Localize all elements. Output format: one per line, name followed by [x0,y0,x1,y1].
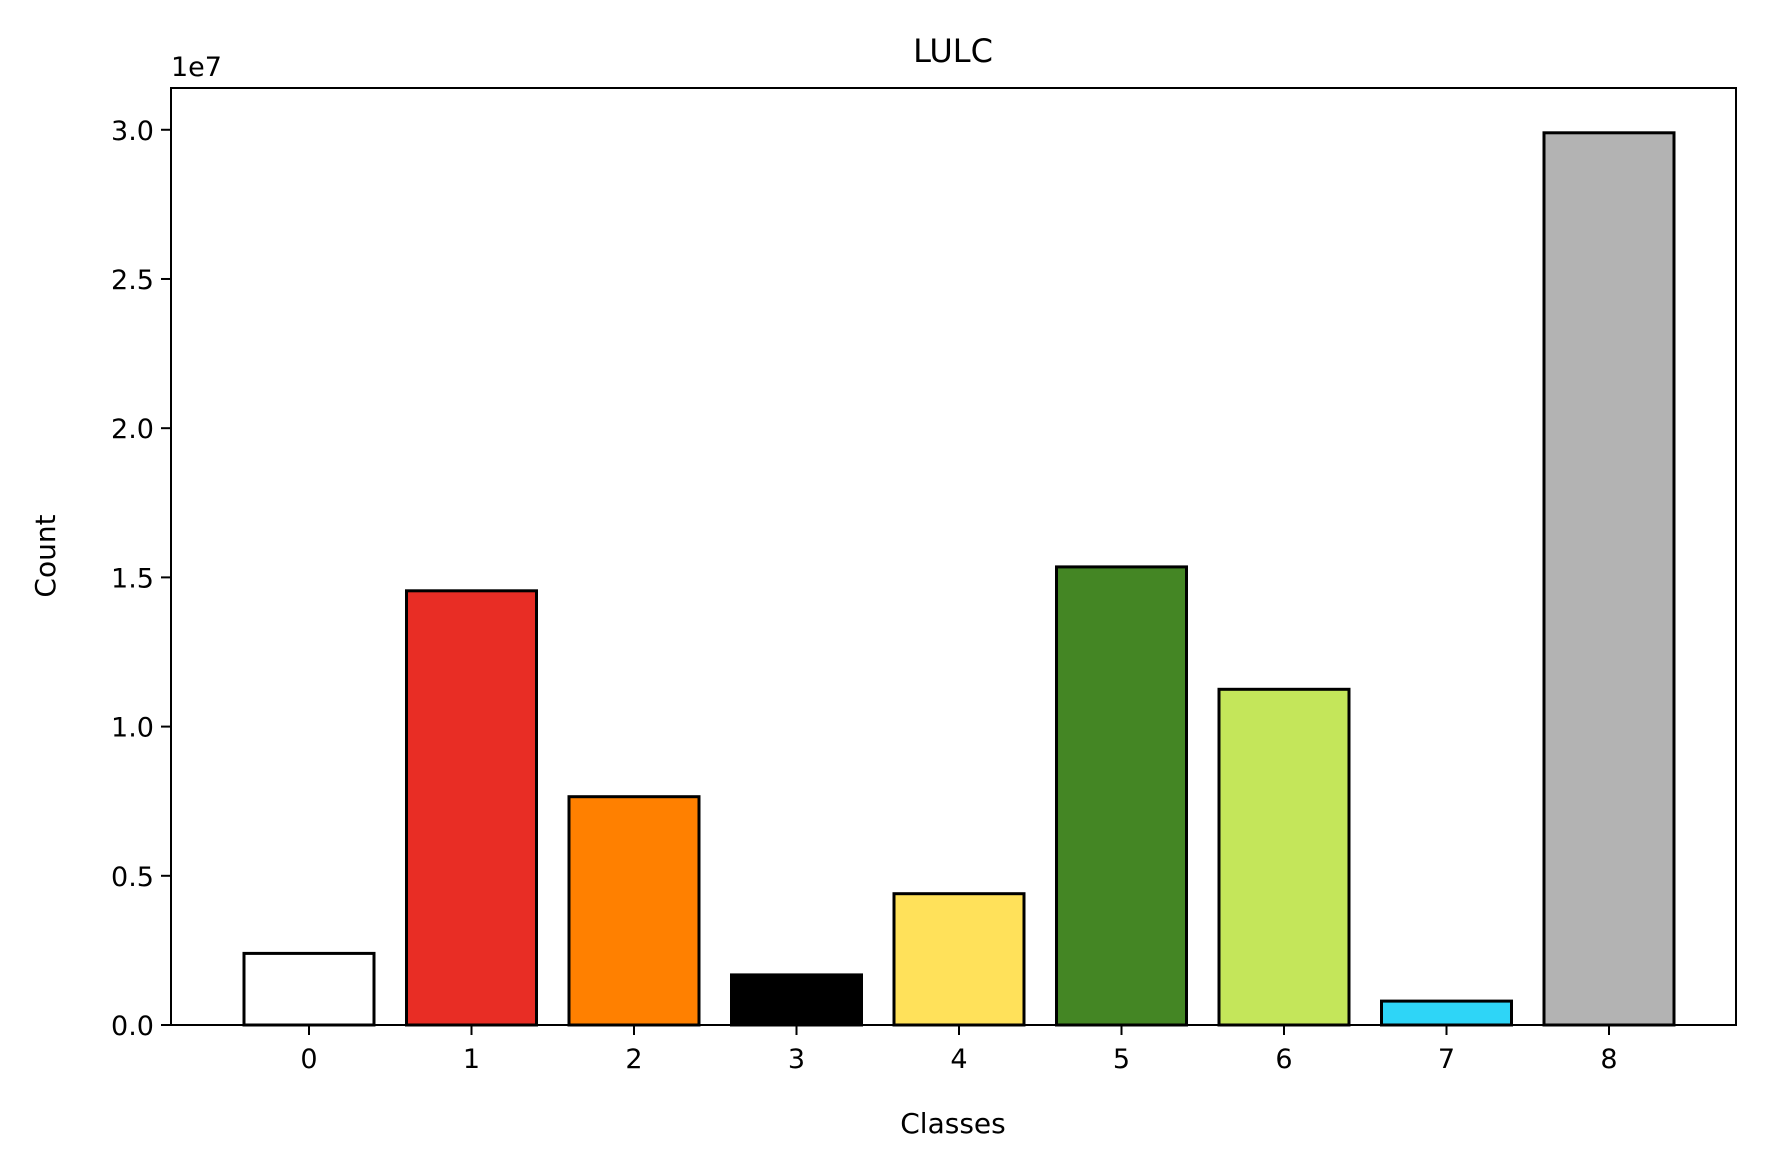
chart-title: LULC [913,32,993,70]
y-tick-label: 3.0 [111,116,154,147]
y-tick-label: 2.0 [111,414,154,445]
y-tick-label: 0.5 [111,862,154,893]
bar-class-5 [1055,565,1188,1027]
plot-frame [170,87,1737,1026]
x-tick-label: 1 [463,1044,480,1075]
y-axis-label: Count [29,514,62,597]
y-tick-label: 0.0 [111,1011,154,1042]
bar-class-0 [242,951,376,1027]
x-tick-label: 0 [300,1044,317,1075]
x-tick-label: 6 [1275,1044,1292,1075]
y-tick-label: 1.0 [111,713,154,744]
x-tick-label: 8 [1600,1044,1617,1075]
bar-class-4 [892,892,1026,1027]
y-axis-multiplier: 1e7 [171,52,222,83]
bar-class-2 [567,795,701,1027]
x-tick-label: 7 [1438,1044,1455,1075]
y-tick-label: 2.5 [111,265,154,296]
x-tick-label: 5 [1113,1044,1130,1075]
bar-class-3 [730,973,863,1027]
x-axis-ticks: 0 1 2 3 4 5 6 7 8 [300,1025,1618,1075]
bar-class-6 [1217,687,1351,1027]
bars-layer [242,131,1676,1027]
y-axis-ticks: 0.0 0.5 1.0 1.5 2.0 2.5 3.0 [111,116,171,1042]
bar-class-1 [405,589,538,1027]
bar-class-7 [1380,999,1513,1027]
y-tick-label: 1.5 [111,563,154,594]
x-tick-label: 2 [625,1044,642,1075]
bar-class-8 [1542,131,1676,1027]
x-tick-label: 4 [950,1044,967,1075]
x-tick-label: 3 [788,1044,805,1075]
x-axis-label: Classes [900,1107,1005,1140]
